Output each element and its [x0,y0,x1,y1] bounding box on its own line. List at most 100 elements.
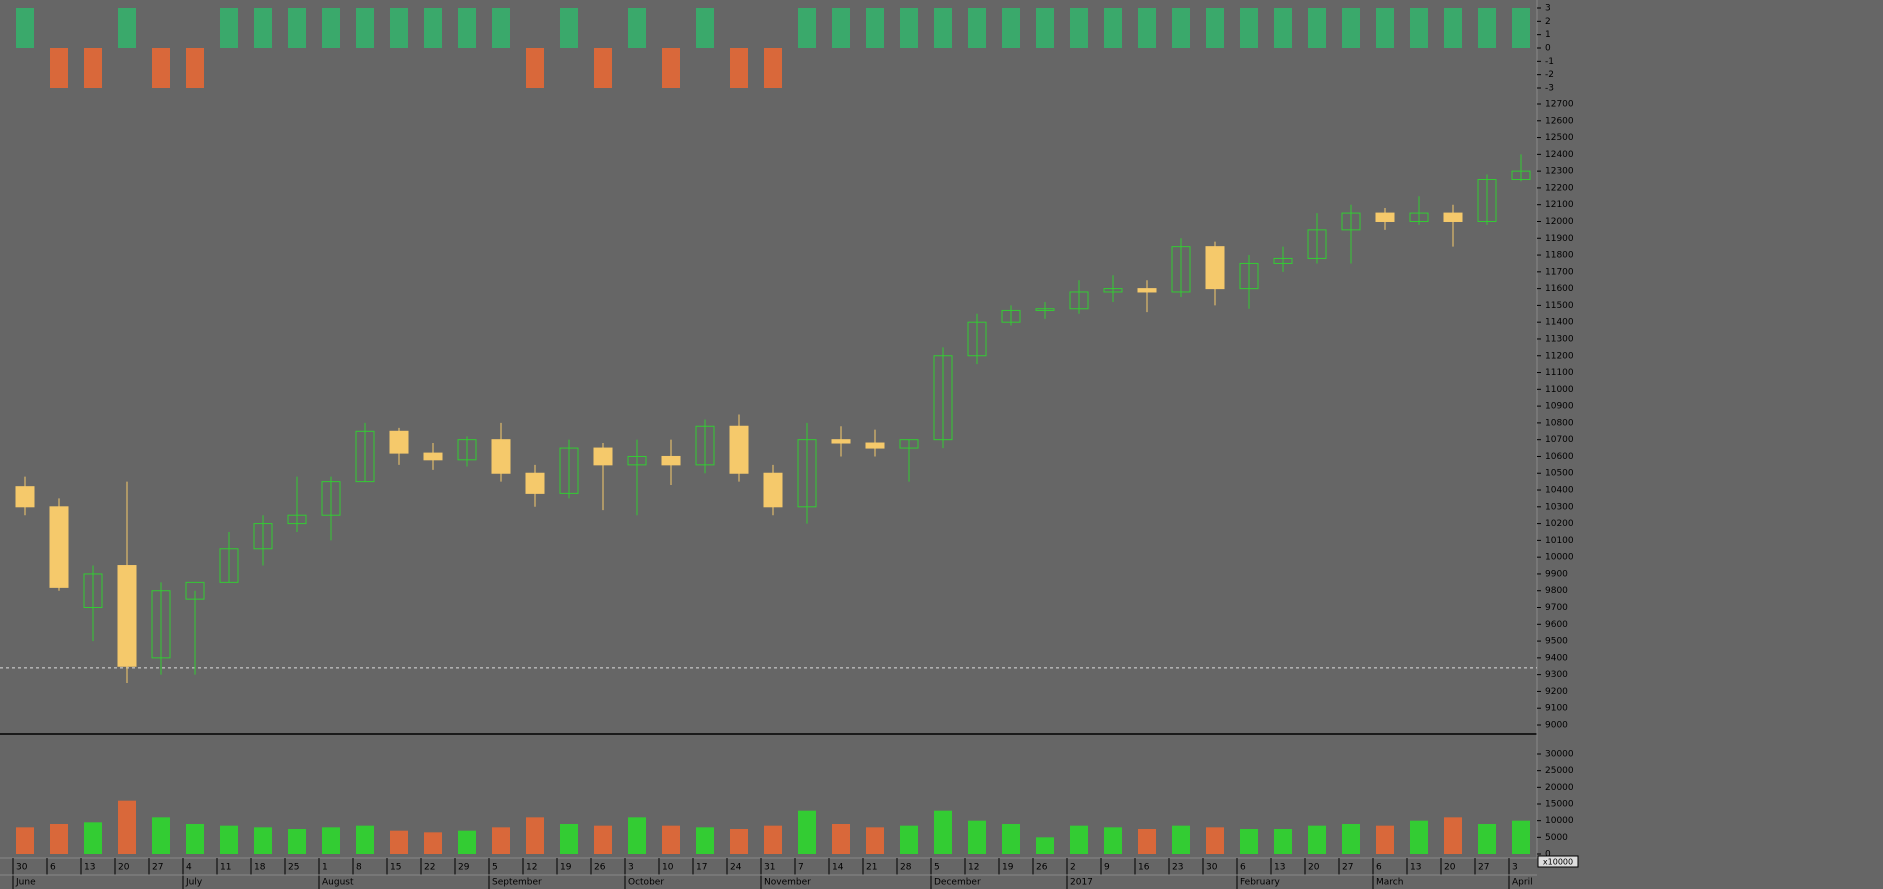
candle-body [1239,262,1259,290]
unit-box [1537,855,1579,868]
candle-body [1103,288,1123,293]
candle-body [1171,246,1191,293]
y-tick-label: 9600 [1545,620,1568,630]
y-tick-label: 9300 [1545,670,1568,680]
candle-body [1273,257,1293,264]
volume-bar [492,827,510,854]
month-label: July [185,878,203,888]
y-tick-label: 10200 [1545,519,1574,529]
y-tick-label: -3 [1545,84,1554,94]
x-tick-label: 3 [1512,863,1518,873]
volume-bar [50,824,68,854]
x-tick-label: 6 [1240,863,1246,873]
indicator-bar [1138,8,1156,48]
candle-body [1341,212,1361,231]
volume-bar [1138,829,1156,854]
volume-bar [798,810,816,854]
y-tick-label: 10600 [1545,452,1574,462]
x-tick-label: 16 [1138,863,1150,873]
x-tick-label: 6 [50,863,56,873]
x-tick-label: 29 [458,863,470,873]
x-tick-label: 10 [662,863,674,873]
y-tick-label: 1 [1545,30,1551,40]
y-tick-label: -1 [1545,57,1554,67]
candle-body [559,447,579,494]
indicator-bar [934,8,952,48]
volume-bar [526,817,544,854]
y-tick-label: 9700 [1545,603,1568,613]
y-tick-label: 9100 [1545,704,1568,714]
indicator-bar [900,8,918,48]
x-tick-label: 15 [390,863,401,873]
month-label: April [1512,878,1533,888]
y-tick-label: 0 [1545,44,1551,54]
candle-body [967,321,987,357]
y-tick-label: 11700 [1545,267,1574,277]
indicator-bar [798,8,816,48]
x-tick-label: 9 [1104,863,1110,873]
y-tick-label: 12400 [1545,150,1574,160]
indicator-bar [322,8,340,48]
volume-bar [934,810,952,854]
candle-body [1137,288,1157,293]
candle-body [1035,308,1055,311]
indicator-bar [662,48,680,88]
indicator-bar [866,8,884,48]
candle-body [1477,179,1497,222]
indicator-bar [458,8,476,48]
volume-bar [1512,820,1530,854]
volume-bar [118,800,136,854]
volume-bar [186,824,204,854]
y-tick-label: 11900 [1545,234,1574,244]
candle-body [1443,212,1463,222]
x-tick-label: 11 [220,863,231,873]
y-tick-label: 9200 [1545,687,1568,697]
indicator-bar [356,8,374,48]
y-tick-label: 10000 [1545,816,1574,826]
indicator-bar [730,48,748,88]
x-tick-label: 13 [84,863,95,873]
volume-bar [390,830,408,854]
candle-body [1001,309,1021,323]
candle-body [151,590,171,659]
volume-bar [866,827,884,854]
candle-body [185,581,205,600]
month-label: October [628,878,664,888]
indicator-bar [1240,8,1258,48]
y-tick-label: 11400 [1545,318,1574,328]
month-label: September [492,878,542,888]
y-tick-label: 12600 [1545,116,1574,126]
y-tick-label: 10400 [1545,486,1574,496]
x-tick-label: 27 [1342,863,1353,873]
y-tick-label: 9900 [1545,569,1568,579]
month-label: March [1376,878,1403,888]
candle-body [117,565,137,667]
indicator-bar [764,48,782,88]
volume-bar [900,825,918,854]
x-tick-label: 30 [1206,863,1218,873]
volume-bar [84,822,102,854]
volume-bar [594,825,612,854]
y-tick-label: 11600 [1545,284,1574,294]
x-tick-label: 31 [764,863,775,873]
y-tick-label: 2 [1545,17,1551,27]
month-label: February [1240,878,1281,888]
month-label: November [764,878,811,888]
indicator-bar [288,8,306,48]
volume-unit: x10000 [1543,858,1573,867]
y-tick-label: 12300 [1545,167,1574,177]
indicator-bar [1104,8,1122,48]
y-tick-label: 25000 [1545,766,1574,776]
indicator-bar [492,8,510,48]
x-tick-label: 1 [322,863,328,873]
x-tick-label: 5 [492,863,498,873]
candle-body [1511,170,1531,181]
volume-bar [832,824,850,854]
candle-body [865,442,885,449]
y-tick-label: 10100 [1545,536,1574,546]
y-tick-label: 9400 [1545,653,1568,663]
y-tick-label: 10800 [1545,418,1574,428]
indicator-bar [1478,8,1496,48]
month-label: June [15,878,36,888]
y-tick-label: 9000 [1545,721,1568,731]
